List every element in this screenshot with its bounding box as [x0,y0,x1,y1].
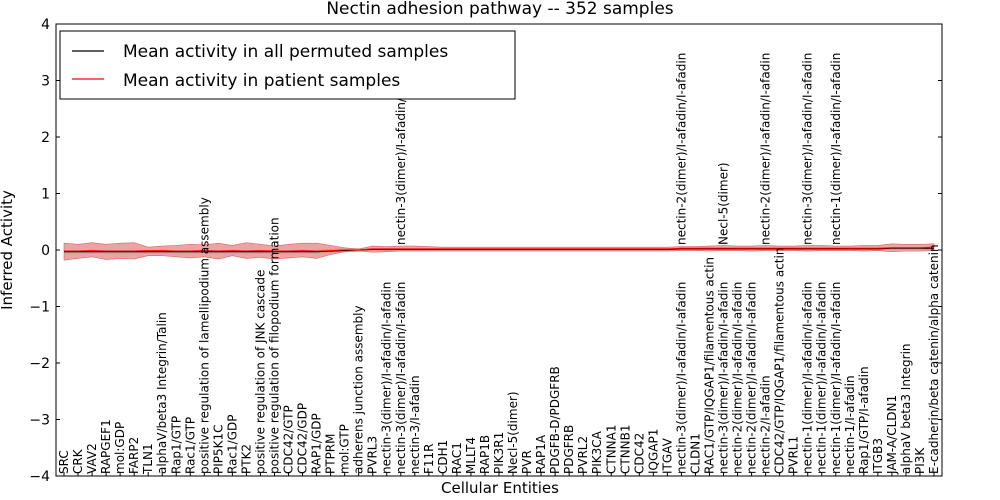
x-tick-label: mol:GDP [113,422,127,474]
line-patient [64,246,935,252]
x-tick-label: positive regulation of lamellipodium ass… [197,197,211,474]
y-axis: −4 −3 −2 −1 0 1 2 3 4 [29,17,942,485]
x-tick-label-upper: nectin-3(dimer)/I-afadin/I-afadin [394,53,408,245]
x-tick-label: PIK3R1 [492,432,506,474]
x-tick-label: RAP1/GDP [310,413,324,474]
x-tick-label: F11R [422,443,436,474]
x-tick-label: IQGAP1 [646,429,660,474]
x-tick-label: RAPGEF1 [99,419,113,474]
x-tick-label: CDC42 [632,433,646,474]
y-tick-label: 1 [41,187,50,203]
x-tick-label: nectin-1(dimer)/I-afadin/I-afadin [801,282,815,474]
x-tick-label: TLN1 [141,443,155,475]
x-tick-label: RAP1A [534,434,548,474]
x-tick-label: PDGFB-D/PDGFRB [548,366,562,474]
x-tick-label: CTNNA1 [604,424,618,474]
x-tick-label: PIP5K1C [211,424,225,474]
x-tick-label: CDC42/GTP [282,405,296,474]
x-tick-label: CRK [71,448,85,474]
x-tick-label-upper: nectin-3(dimer)/I-afadin/I-afadin [801,53,815,245]
x-tick-label: Necl-5(dimer) [506,391,520,474]
line-permuted [64,247,934,253]
x-tick-label: CTNNB1 [618,424,632,474]
x-tick-label: Rap1/GTP/I-afadin [857,366,871,474]
x-tick-label: PVRL1 [787,436,801,474]
y-tick-label: −2 [29,356,50,372]
y-tick-label: −4 [29,469,50,485]
x-tick-label-upper: nectin-2(dimer)/I-afadin/I-afadin [674,53,688,245]
x-tick-label: PVR [520,450,534,474]
x-tick-label: PDGFRB [562,425,576,474]
plot-frame [55,23,943,477]
x-tick-label: Rac1/GDP [225,415,239,474]
x-tick-label: CDH1 [436,440,450,474]
x-tick-label: positive regulation of JNK cascade [253,270,267,474]
patient-band [63,242,935,261]
x-tick-label: PVRL3 [366,436,380,474]
x-tick-label-upper: nectin-1(dimer)/I-afadin/I-afadin [829,53,843,245]
x-tick-label: nectin-1/I-afadin [843,375,857,474]
legend: Mean activity in all permuted samples Me… [59,30,516,100]
line-layer [64,246,935,253]
x-tick-label: PTK2 [239,444,253,474]
x-tick-label: alphaV/beta3 Integrin/Talin [155,312,169,474]
y-tick-label: −3 [29,413,50,429]
x-tick-label: ITGAV [660,437,674,474]
x-tick-label: CDC42/GDP [296,403,310,474]
x-tick-label: SRC [57,450,71,474]
legend-box [59,30,516,100]
x-tick-label-upper: Necl-5(dimer) [717,162,731,245]
x-tick-label: Rap1/GTP [169,416,183,474]
x-tick-label: VAV2 [85,443,99,474]
x-tick-label: alphaV beta3 Integrin [899,343,913,474]
x-axis-label: Cellular Entities [441,479,559,497]
x-tick-label: nectin-1(dimer)/I-afadin/I-afadin [829,282,843,474]
x-tick-label-upper: nectin-2(dimer)/I-afadin/I-afadin [759,53,773,245]
x-tick-label: nectin-3(dimer)/I-afadin/I-afadin [394,282,408,474]
x-tick-label: RAC1/GTP/IQGAP1/filamentous actin [702,257,716,474]
y-tick-label: 3 [41,74,50,90]
y-tick-label: 0 [41,243,50,259]
x-tick-label: nectin-2(dimer)/I-afadin/I-afadin [731,282,745,474]
x-tick-label: Rac1/GTP [183,417,197,474]
x-tick-label: PTPRM [324,434,338,475]
legend-label-patient: Mean activity in patient samples [123,71,400,91]
x-tick-label: RAC1 [450,442,464,474]
x-tick-label: CLDN1 [688,433,702,474]
x-tick-label: adherens junction assembly [352,305,366,474]
x-tick-label: CDC42/GTP/IQGAP1/filamentous actin [773,248,787,474]
y-tick-label: 4 [41,17,50,33]
x-tick-label: PI3K [913,447,927,474]
x-tick-label: nectin-1(dimer)/I-afadin/I-afadin [815,282,829,474]
x-tick-label: PIK3CA [590,430,604,474]
x-tick-label: mol:GTP [338,424,352,474]
x-tick-label: nectin-2/I-afadin [759,375,773,474]
x-tick-label: JAM-A/CLDN1 [885,395,899,475]
x-tick-label: nectin-3(dimer)/I-afadin/I-afadin [717,282,731,474]
x-tick-label: nectin-3/I-afadin [408,375,422,474]
y-axis-label: Inferred Activity [0,190,16,310]
chart-title: Nectin adhesion pathway -- 352 samples [326,0,673,19]
x-tick-label: FARP2 [127,437,141,474]
x-tick-label: RAP1B [478,435,492,474]
x-tick-label: nectin-3(dimer)/I-afadin/I-afadin [674,282,688,474]
x-tick-label: nectin-2(dimer)/I-afadin/I-afadin [745,282,759,474]
x-tick-label: PVRL2 [576,436,590,474]
legend-label-permuted: Mean activity in all permuted samples [123,42,448,62]
x-tick-label: E-cadherin/beta catenin/alpha catenin [927,244,941,474]
x-tick-label: positive regulation of filopodium format… [267,217,281,474]
x-tick-label: ITGB3 [871,438,885,474]
x-tick-label: MLLT4 [464,437,478,474]
x-tick-labels: SRC CRK VAV2 RAPGEF1 mol:GDP FARP2 TLN1 alphaV/… [57,53,941,476]
x-tick-label: nectin-3(dimer)/I-afadin/I-afadin [380,282,394,474]
y-tick-label: 2 [41,130,50,146]
y-tick-label: −1 [29,300,50,316]
